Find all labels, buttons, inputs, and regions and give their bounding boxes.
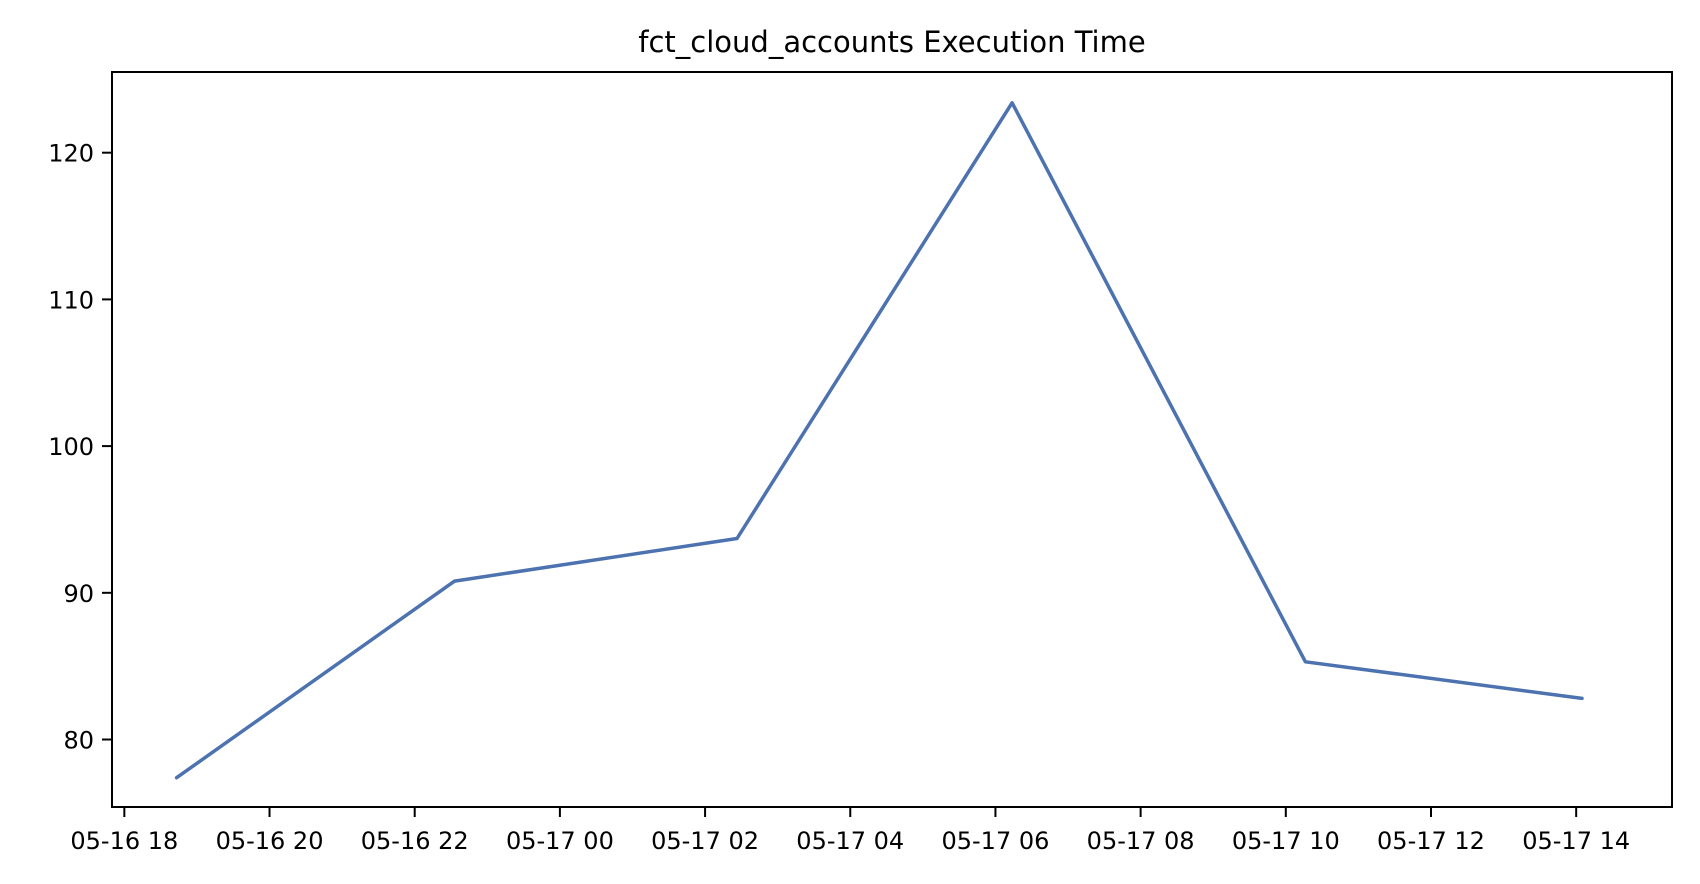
x-axis-tick-label: 05-17 10 — [1232, 827, 1340, 855]
plot-border — [111, 71, 1673, 808]
y-axis-tick-label: 80 — [63, 727, 94, 755]
y-axis-tick-label: 90 — [63, 580, 94, 608]
y-axis-tick-label: 110 — [48, 286, 94, 314]
y-axis-tick-label: 100 — [48, 433, 94, 461]
x-axis-tick-label: 05-17 00 — [506, 827, 614, 855]
chart-title: fct_cloud_accounts Execution Time — [638, 25, 1145, 59]
x-axis-tick-label: 05-17 14 — [1522, 827, 1630, 855]
x-axis-tick-label: 05-17 04 — [796, 827, 904, 855]
x-axis-tick-label: 05-17 06 — [941, 827, 1049, 855]
x-axis-tick-label: 05-17 08 — [1087, 827, 1195, 855]
x-axis-tick-label: 05-17 02 — [651, 827, 759, 855]
x-axis-tick-label: 05-16 22 — [361, 827, 469, 855]
y-axis-tick-label: 120 — [48, 140, 94, 168]
x-axis-tick-label: 05-16 18 — [70, 827, 178, 855]
x-axis-tick-label: 05-16 20 — [216, 827, 324, 855]
x-axis-tick-label: 05-17 12 — [1377, 827, 1485, 855]
series-line — [174, 101, 1584, 780]
